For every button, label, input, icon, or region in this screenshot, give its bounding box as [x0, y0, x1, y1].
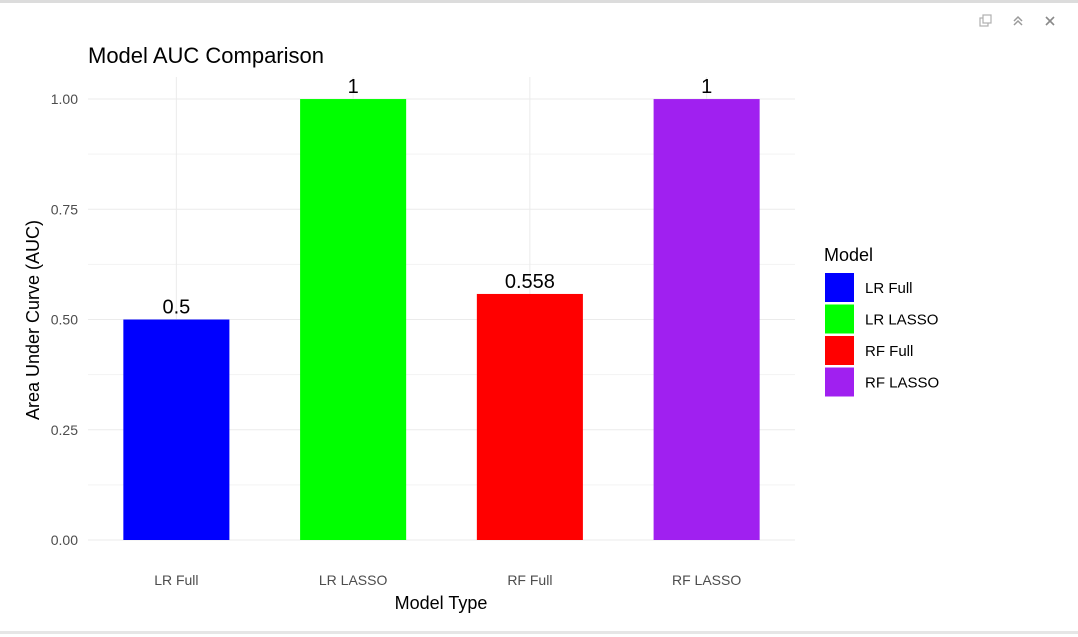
legend-swatch	[825, 367, 854, 397]
bar-lr-lasso	[300, 99, 407, 541]
close-icon[interactable]	[1042, 13, 1058, 29]
bar-rf-lasso	[653, 99, 760, 541]
y-tick-label: 0.50	[51, 312, 78, 328]
y-axis-title: Area Under Curve (AUC)	[23, 220, 43, 420]
data-label: 1	[701, 76, 712, 98]
x-axis-title: Model Type	[395, 593, 488, 613]
legend-swatch	[825, 336, 854, 365]
y-tick-label: 0.00	[51, 532, 78, 548]
y-tick-label: 0.75	[51, 201, 78, 217]
y-tick-label: 0.25	[51, 422, 78, 438]
bars	[123, 99, 760, 541]
legend-title: Model	[824, 245, 873, 265]
collapse-icon[interactable]	[1010, 13, 1026, 29]
plot-toolbar	[978, 13, 1058, 29]
legend-swatch	[825, 304, 854, 334]
data-label: 0.5	[162, 297, 190, 319]
data-label: 1	[348, 76, 359, 98]
x-tick-label: LR Full	[154, 572, 198, 588]
chart-title: Model AUC Comparison	[88, 43, 324, 68]
x-axis-ticks: LR Full LR LASSO RF Full RF LASSO	[154, 572, 741, 588]
data-label: 0.558	[505, 271, 555, 293]
y-tick-label: 1.00	[51, 91, 78, 107]
data-labels: 0.5 1 0.558 1	[162, 76, 712, 318]
y-axis-ticks: 0.00 0.25 0.50 0.75 1.00	[51, 91, 78, 548]
x-tick-label: RF LASSO	[672, 572, 741, 588]
legend-label: RF Full	[865, 343, 913, 360]
legend-label: LR Full	[865, 280, 913, 297]
legend: Model LR Full LR LASSO RF Full RF LASSO	[824, 245, 939, 397]
legend-label: RF LASSO	[865, 375, 939, 392]
x-tick-label: RF Full	[507, 572, 552, 588]
x-tick-label: LR LASSO	[319, 572, 388, 588]
legend-swatch	[825, 273, 854, 302]
popout-icon[interactable]	[978, 13, 994, 29]
bar-lr-full	[123, 319, 230, 540]
legend-label: LR LASSO	[865, 312, 938, 329]
bar-rf-full	[476, 293, 583, 540]
